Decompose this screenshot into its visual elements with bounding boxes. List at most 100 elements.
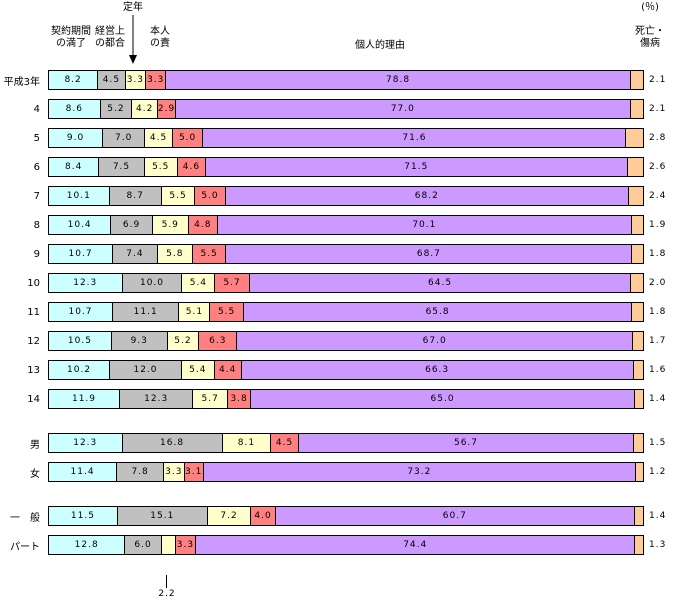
chart-row: 8 10.4 6.9 5.9 4.8 70.1 1.9 — [0, 215, 680, 235]
segment-value-label: 6.3 — [209, 336, 227, 346]
column-header-death-line2: 傷病 — [640, 38, 660, 49]
bar-segment-4: 60.7 — [274, 507, 634, 525]
bar-segment-5 — [633, 390, 643, 408]
bar-segment-3: 5.5 — [191, 245, 226, 263]
segment-value-label: 5.2 — [174, 336, 192, 346]
segment-value-label: 78.8 — [386, 75, 411, 85]
chart-rows: 平成3年 8.2 4.5 3.3 3.3 78.8 2.1 4 8.6 5.2 4.2 2.9 77.0… — [0, 70, 680, 564]
death-value-label: 2.0 — [649, 278, 667, 288]
chart-row: 6 8.4 7.5 5.5 4.6 71.5 2.6 — [0, 157, 680, 177]
bar-segment-3: 3.3 — [145, 71, 166, 89]
column-header-management-line2: の都合 — [95, 38, 125, 49]
bar-segment-3: 6.3 — [198, 332, 237, 350]
segment-value-label: 56.7 — [453, 438, 479, 448]
segment-value-label: 4.0 — [254, 511, 272, 521]
segment-value-label: 2.9 — [157, 104, 176, 114]
segment-value-label: 73.2 — [407, 467, 432, 477]
bar-segment-1: 4.5 — [97, 71, 125, 89]
segment-value-label: 4.6 — [182, 162, 201, 172]
death-value-label: 1.8 — [649, 249, 667, 259]
bar-segment-0: 11.4 — [49, 463, 117, 481]
segment-value-label: 10.0 — [139, 278, 165, 288]
segment-value-label: 6.0 — [134, 540, 152, 550]
segment-value-label: 5.7 — [201, 394, 219, 404]
chart-row: 9 10.7 7.4 5.8 5.5 68.7 1.8 — [0, 244, 680, 264]
bar-segment-1: 7.8 — [116, 463, 164, 481]
bar-segment-3: 4.5 — [270, 434, 298, 452]
segment-value-label: 5.5 — [152, 162, 170, 172]
column-header-self-line1: 本人 — [150, 26, 170, 37]
bar-segment-4: 71.6 — [202, 129, 626, 147]
segment-value-label: 7.2 — [220, 511, 238, 521]
bar-segment-0: 8.2 — [49, 71, 98, 89]
segment-value-label: 71.6 — [402, 133, 427, 143]
stacked-bar: 12.3 10.0 5.4 5.7 64.5 — [48, 273, 644, 293]
segment-value-label: 5.4 — [189, 278, 208, 288]
bar-segment-1: 7.4 — [112, 245, 157, 263]
bar-segment-5 — [629, 71, 643, 89]
segment-value-label: 3.3 — [176, 540, 195, 550]
bar-segment-4: 56.7 — [297, 434, 634, 452]
column-header-death: 死亡・ 傷病 — [626, 26, 674, 50]
unit-label: (％) — [641, 2, 659, 13]
bar-segment-0: 10.7 — [49, 245, 113, 263]
bar-segment-1: 7.0 — [102, 129, 145, 147]
bar-segment-1: 8.7 — [108, 187, 161, 205]
bar-segment-2: 3.3 — [163, 463, 184, 481]
column-header-management: 経営上 の都合 — [86, 26, 134, 50]
bar-segment-5 — [631, 332, 643, 350]
bar-segment-3: 4.4 — [213, 361, 241, 379]
row-label: 13 — [27, 364, 40, 376]
segment-value-label: 70.1 — [412, 220, 437, 230]
chart-row: 平成3年 8.2 4.5 3.3 3.3 78.8 2.1 — [0, 70, 680, 90]
segment-value-label: 5.9 — [161, 220, 179, 230]
segment-value-label: 3.3 — [165, 467, 183, 477]
segment-value-label: 4.5 — [102, 75, 121, 85]
bar-segment-4: 66.3 — [240, 361, 633, 379]
bar-segment-5 — [626, 158, 643, 176]
death-value-label: 1.7 — [649, 336, 667, 346]
bar-segment-0: 11.9 — [49, 390, 120, 408]
bar-segment-4: 68.7 — [225, 245, 632, 263]
chart-row: 5 9.0 7.0 4.5 5.0 71.6 2.8 — [0, 128, 680, 148]
death-value-label: 1.9 — [649, 220, 667, 230]
segment-value-label: 65.0 — [430, 394, 455, 404]
segment-value-label: 7.5 — [112, 162, 131, 172]
bar-segment-5 — [632, 361, 643, 379]
segment-value-label: 11.5 — [70, 511, 95, 521]
bar-segment-2: 4.5 — [144, 129, 172, 147]
death-value-label: 2.6 — [649, 162, 667, 172]
bar-segment-1: 11.1 — [112, 303, 179, 321]
bar-segment-5 — [633, 434, 643, 452]
row-label: 6 — [33, 161, 40, 173]
segment-value-label: 11.9 — [71, 394, 97, 404]
segment-value-label: 10.7 — [68, 249, 93, 259]
segment-value-label: 5.5 — [200, 249, 218, 259]
bar-segment-1: 16.8 — [121, 434, 222, 452]
bar-segment-5 — [631, 245, 643, 263]
stacked-bar: 10.1 8.7 5.5 5.0 68.2 — [48, 186, 644, 206]
bar-segment-3: 3.1 — [183, 463, 203, 481]
bar-segment-4: 65.8 — [242, 303, 632, 321]
bar-segment-5 — [625, 129, 643, 147]
bar-segment-4: 67.0 — [236, 332, 632, 350]
bar-segment-4: 70.1 — [216, 216, 631, 234]
segment-value-label: 60.7 — [442, 511, 467, 521]
annotation-value: 2.2 — [158, 589, 176, 599]
segment-value-label: 3.8 — [230, 394, 248, 404]
segment-value-label: 10.4 — [67, 220, 92, 230]
bar-segment-0: 9.0 — [49, 129, 103, 147]
segment-value-label: 12.8 — [74, 540, 99, 550]
bar-segment-3: 5.5 — [209, 303, 243, 321]
bar-segment-2: 4.2 — [131, 100, 158, 118]
bar-segment-2: 5.9 — [151, 216, 188, 234]
bar-segment-0: 8.4 — [49, 158, 99, 176]
segment-value-label: 8.6 — [65, 104, 83, 114]
bar-segment-4: 71.5 — [204, 158, 627, 176]
bar-segment-1: 10.0 — [121, 274, 182, 292]
segment-value-label: 5.5 — [217, 307, 236, 317]
bar-segment-1: 12.3 — [119, 390, 193, 408]
stacked-bar: 10.7 11.1 5.1 5.5 65.8 — [48, 302, 644, 322]
bar-segment-2: 5.8 — [156, 245, 192, 263]
bar-segment-3: 5.0 — [171, 129, 203, 147]
